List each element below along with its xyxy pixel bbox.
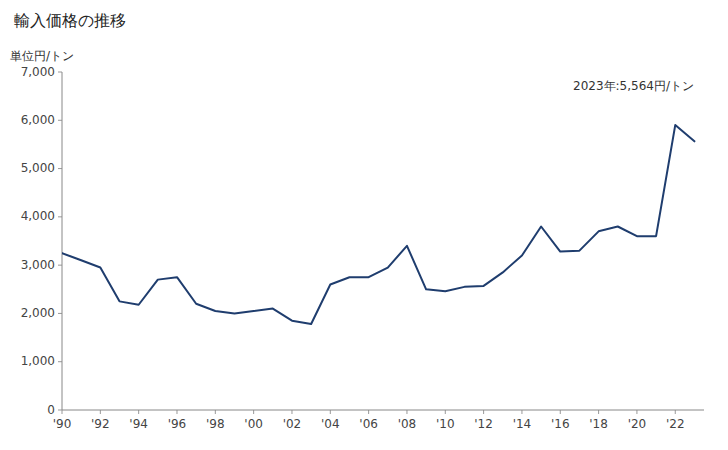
tick-mark <box>253 410 254 414</box>
tick-mark <box>58 265 62 266</box>
tick-label: '12 <box>474 417 493 431</box>
tick-label: '96 <box>168 417 187 431</box>
tick-label: 3,000 <box>21 258 55 272</box>
tick-mark <box>58 168 62 169</box>
tick-mark <box>58 410 62 411</box>
tick-label: 1,000 <box>21 354 55 368</box>
tick-mark <box>176 410 177 414</box>
tick-label: 6,000 <box>21 113 55 127</box>
y-axis-line <box>62 72 63 410</box>
tick-mark <box>58 361 62 362</box>
tick-label: 0 <box>47 403 55 417</box>
tick-mark <box>636 410 637 414</box>
y-axis: 0 1,000 2,000 3,000 4,000 5,000 6,000 7,000 <box>21 65 62 417</box>
tick-label: 5,000 <box>21 161 55 175</box>
tick-label: '14 <box>513 417 532 431</box>
tick-mark <box>58 120 62 121</box>
x-axis-line <box>62 410 704 411</box>
tick-mark <box>291 410 292 414</box>
tick-label: 2,000 <box>21 306 55 320</box>
tick-label: '06 <box>359 417 378 431</box>
tick-mark <box>58 72 62 73</box>
tick-mark <box>483 410 484 414</box>
tick-label: '92 <box>91 417 110 431</box>
tick-mark <box>598 410 599 414</box>
tick-label: '00 <box>244 417 263 431</box>
plot-area <box>62 125 694 324</box>
tick-mark <box>445 410 446 414</box>
tick-label: '04 <box>321 417 340 431</box>
tick-label: '22 <box>666 417 685 431</box>
tick-label: '90 <box>53 417 72 431</box>
chart: 輸入価格の推移単位円/トン 0 1,000 2,000 3,000 4,000 5,000 6… <box>0 0 728 450</box>
y-axis-label: 単位円/トン <box>10 49 74 63</box>
tick-mark <box>675 410 676 414</box>
tick-mark <box>100 410 101 414</box>
tick-mark <box>58 216 62 217</box>
tick-label: '02 <box>283 417 302 431</box>
tick-mark <box>521 410 522 414</box>
tick-label: '16 <box>551 417 570 431</box>
annotation: 2023年:5,564円/トン <box>573 79 694 93</box>
tick-mark <box>368 410 369 414</box>
data-line <box>62 125 694 324</box>
tick-mark <box>62 410 63 414</box>
tick-mark <box>406 410 407 414</box>
tick-mark <box>560 410 561 414</box>
title: 輸入価格の推移 <box>14 11 126 30</box>
tick-label: '10 <box>436 417 455 431</box>
tick-label: '94 <box>129 417 148 431</box>
x-axis: '90 '92 '94 '96 '98 '00 '02 '04 '06 '08 '10 '12 '14 '… <box>53 410 685 431</box>
tick-label: 4,000 <box>21 209 55 223</box>
tick-mark <box>138 410 139 414</box>
tick-mark <box>330 410 331 414</box>
tick-label: '08 <box>398 417 417 431</box>
tick-mark <box>58 313 62 314</box>
tick-label: '18 <box>589 417 608 431</box>
tick-label: 7,000 <box>21 65 55 79</box>
tick-mark <box>215 410 216 414</box>
tick-label: '98 <box>206 417 225 431</box>
tick-label: '20 <box>628 417 647 431</box>
